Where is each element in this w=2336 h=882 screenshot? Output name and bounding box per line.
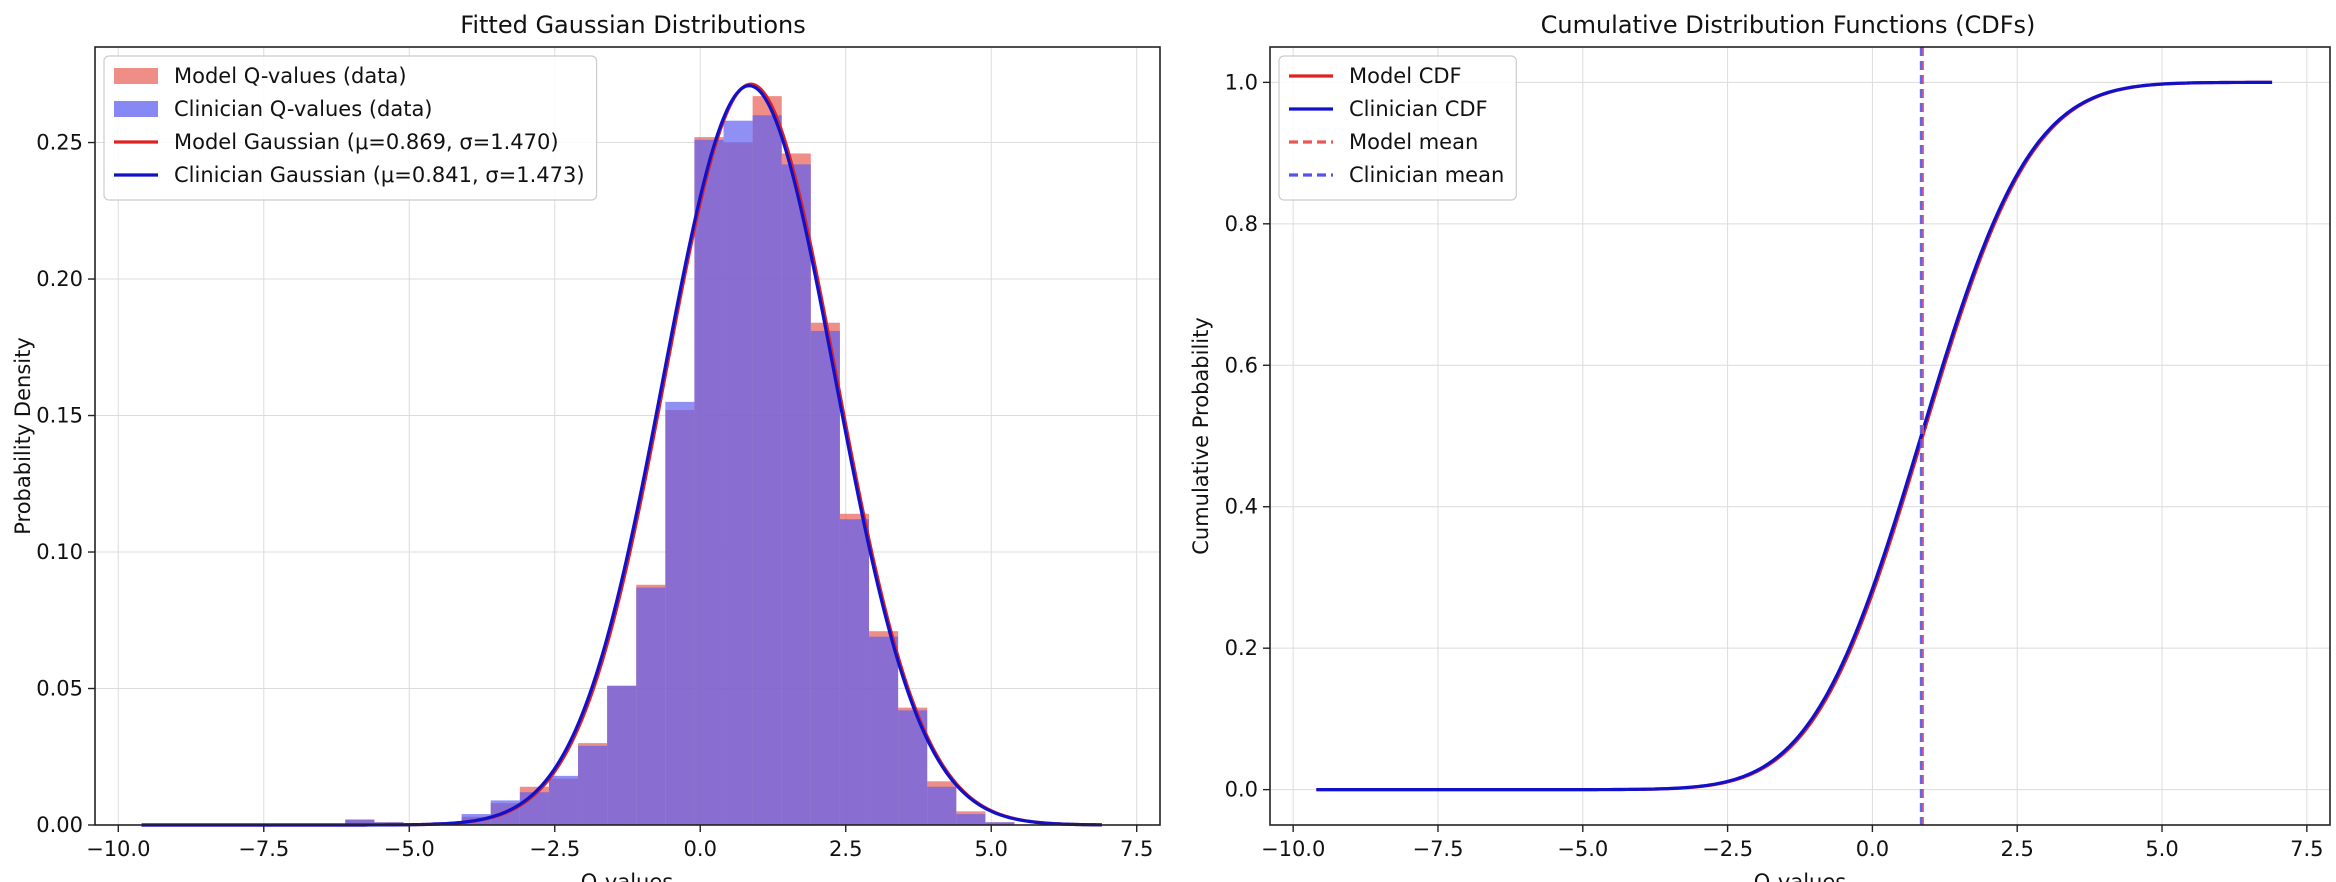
cdf-y-tick-label: 0.6 <box>1225 353 1258 377</box>
density-y-tick-label: 0.10 <box>36 540 83 564</box>
cdf-x-tick-label: −7.5 <box>1412 837 1463 861</box>
clinician-histogram-bar <box>810 330 840 825</box>
density-legend-box <box>103 55 598 201</box>
density-x-axis-label: Q-values <box>581 870 673 882</box>
density-legend-label: Model Q-values (data) <box>174 64 407 88</box>
cdf-curves <box>1316 47 2273 825</box>
cdf-x-tick-label: 7.5 <box>2290 837 2323 861</box>
density-y-tick-label: 0.05 <box>36 677 83 701</box>
clinician-cdf-line <box>1316 80 2273 792</box>
density-x-tick-label: 0.0 <box>684 837 717 861</box>
cdf-x-tick-label: −2.5 <box>1702 837 1753 861</box>
density-x-tick-label: −10.0 <box>86 837 150 861</box>
density-x-tick-label: −2.5 <box>529 837 580 861</box>
cdf-x-tick-label: 5.0 <box>2145 837 2178 861</box>
density-x-ticks: −10.0 −7.5 −5.0 −2.5 0.0 2.5 5.0 7.5 <box>86 825 1153 861</box>
cdf-legend-label: Clinician CDF <box>1349 97 1488 121</box>
density-legend-label: Clinician Q-values (data) <box>174 97 433 121</box>
clinician-histogram-bar <box>752 115 782 826</box>
cdf-legend: Model CDF Clinician CDF Model mean Clinicia… <box>1278 55 1517 201</box>
cdf-y-ticks: 0.0 0.2 0.4 0.6 0.8 1.0 <box>1225 70 1270 802</box>
cdf-plot-frame <box>1269 46 2331 826</box>
cdf-y-tick-label: 0.8 <box>1225 212 1258 236</box>
density-legend-label: Model Gaussian (μ=0.869, σ=1.470) <box>174 130 559 154</box>
cdf-x-ticks: −10.0 −7.5 −5.0 −2.5 0.0 2.5 5.0 7.5 <box>1261 825 2324 861</box>
density-panel: Fitted Gaussian Distributions −10.0 −7.5−… <box>11 11 1161 882</box>
cdf-legend-label: Clinician mean <box>1349 163 1504 187</box>
cdf-y-tick-label: 0.4 <box>1225 495 1258 519</box>
clinician-histogram-bar <box>665 401 695 825</box>
clinician-histogram-bar <box>694 139 724 826</box>
clinician-histogram-bar <box>985 822 1015 825</box>
clinician-histogram-bar <box>839 519 870 825</box>
cdf-legend-label: Model CDF <box>1349 64 1462 88</box>
clinician-histogram-bar <box>781 164 811 826</box>
cdf-x-axis-label: Q-values <box>1754 870 1846 882</box>
density-x-tick-label: 5.0 <box>975 837 1008 861</box>
cdf-x-tick-label: 0.0 <box>1856 837 1889 861</box>
density-y-ticks: 0.00 0.05 0.10 0.15 0.20 0.25 <box>36 131 95 837</box>
density-y-axis-label: Probability Density <box>11 337 35 535</box>
density-x-tick-label: 7.5 <box>1120 837 1153 861</box>
density-y-tick-label: 0.20 <box>36 267 83 291</box>
density-plot-frame <box>94 46 1161 826</box>
clinician-histogram-bar <box>927 786 957 825</box>
clinician-histogram-bar <box>636 587 666 825</box>
density-y-tick-label: 0.00 <box>36 813 83 837</box>
density-legend-swatch <box>114 68 158 84</box>
clinician-histogram-bar <box>578 745 608 825</box>
cdf-y-axis-label: Cumulative Probability <box>1189 317 1213 555</box>
clinician-histogram-bar <box>345 819 375 825</box>
cdf-x-tick-label: −10.0 <box>1261 837 1325 861</box>
density-bars <box>345 96 1015 826</box>
cdf-legend-label: Model mean <box>1349 130 1478 154</box>
density-y-tick-label: 0.25 <box>36 131 83 155</box>
density-y-tick-label: 0.15 <box>36 404 83 428</box>
clinician-histogram-bar <box>548 775 579 825</box>
cdf-x-tick-label: −5.0 <box>1557 837 1608 861</box>
clinician-histogram-bar <box>519 792 549 825</box>
density-title: Fitted Gaussian Distributions <box>460 11 805 39</box>
cdf-y-tick-label: 0.0 <box>1225 778 1258 802</box>
density-x-tick-label: −7.5 <box>238 837 289 861</box>
density-legend-swatch <box>114 101 158 117</box>
clinician-histogram-bar <box>723 120 753 825</box>
cdf-grid <box>1270 47 2330 825</box>
density-legend-label: Clinician Gaussian (μ=0.841, σ=1.473) <box>174 163 585 187</box>
clinician-histogram-bar <box>956 814 986 825</box>
cdf-x-tick-label: 2.5 <box>2001 837 2034 861</box>
density-x-tick-label: −5.0 <box>384 837 435 861</box>
clinician-histogram-bar <box>869 636 899 825</box>
cdf-title: Cumulative Distribution Functions (CDFs) <box>1541 11 2036 39</box>
cdf-y-tick-label: 0.2 <box>1225 636 1258 660</box>
density-x-tick-label: 2.5 <box>829 837 862 861</box>
clinician-histogram-bar <box>607 685 637 825</box>
cdf-y-tick-label: 1.0 <box>1225 70 1258 94</box>
cdf-legend-box <box>1278 55 1517 201</box>
density-legend: Model Q-values (data) Clinician Q-values … <box>103 55 598 201</box>
cdf-panel: Cumulative Distribution Functions (CDFs)… <box>1189 11 2331 882</box>
